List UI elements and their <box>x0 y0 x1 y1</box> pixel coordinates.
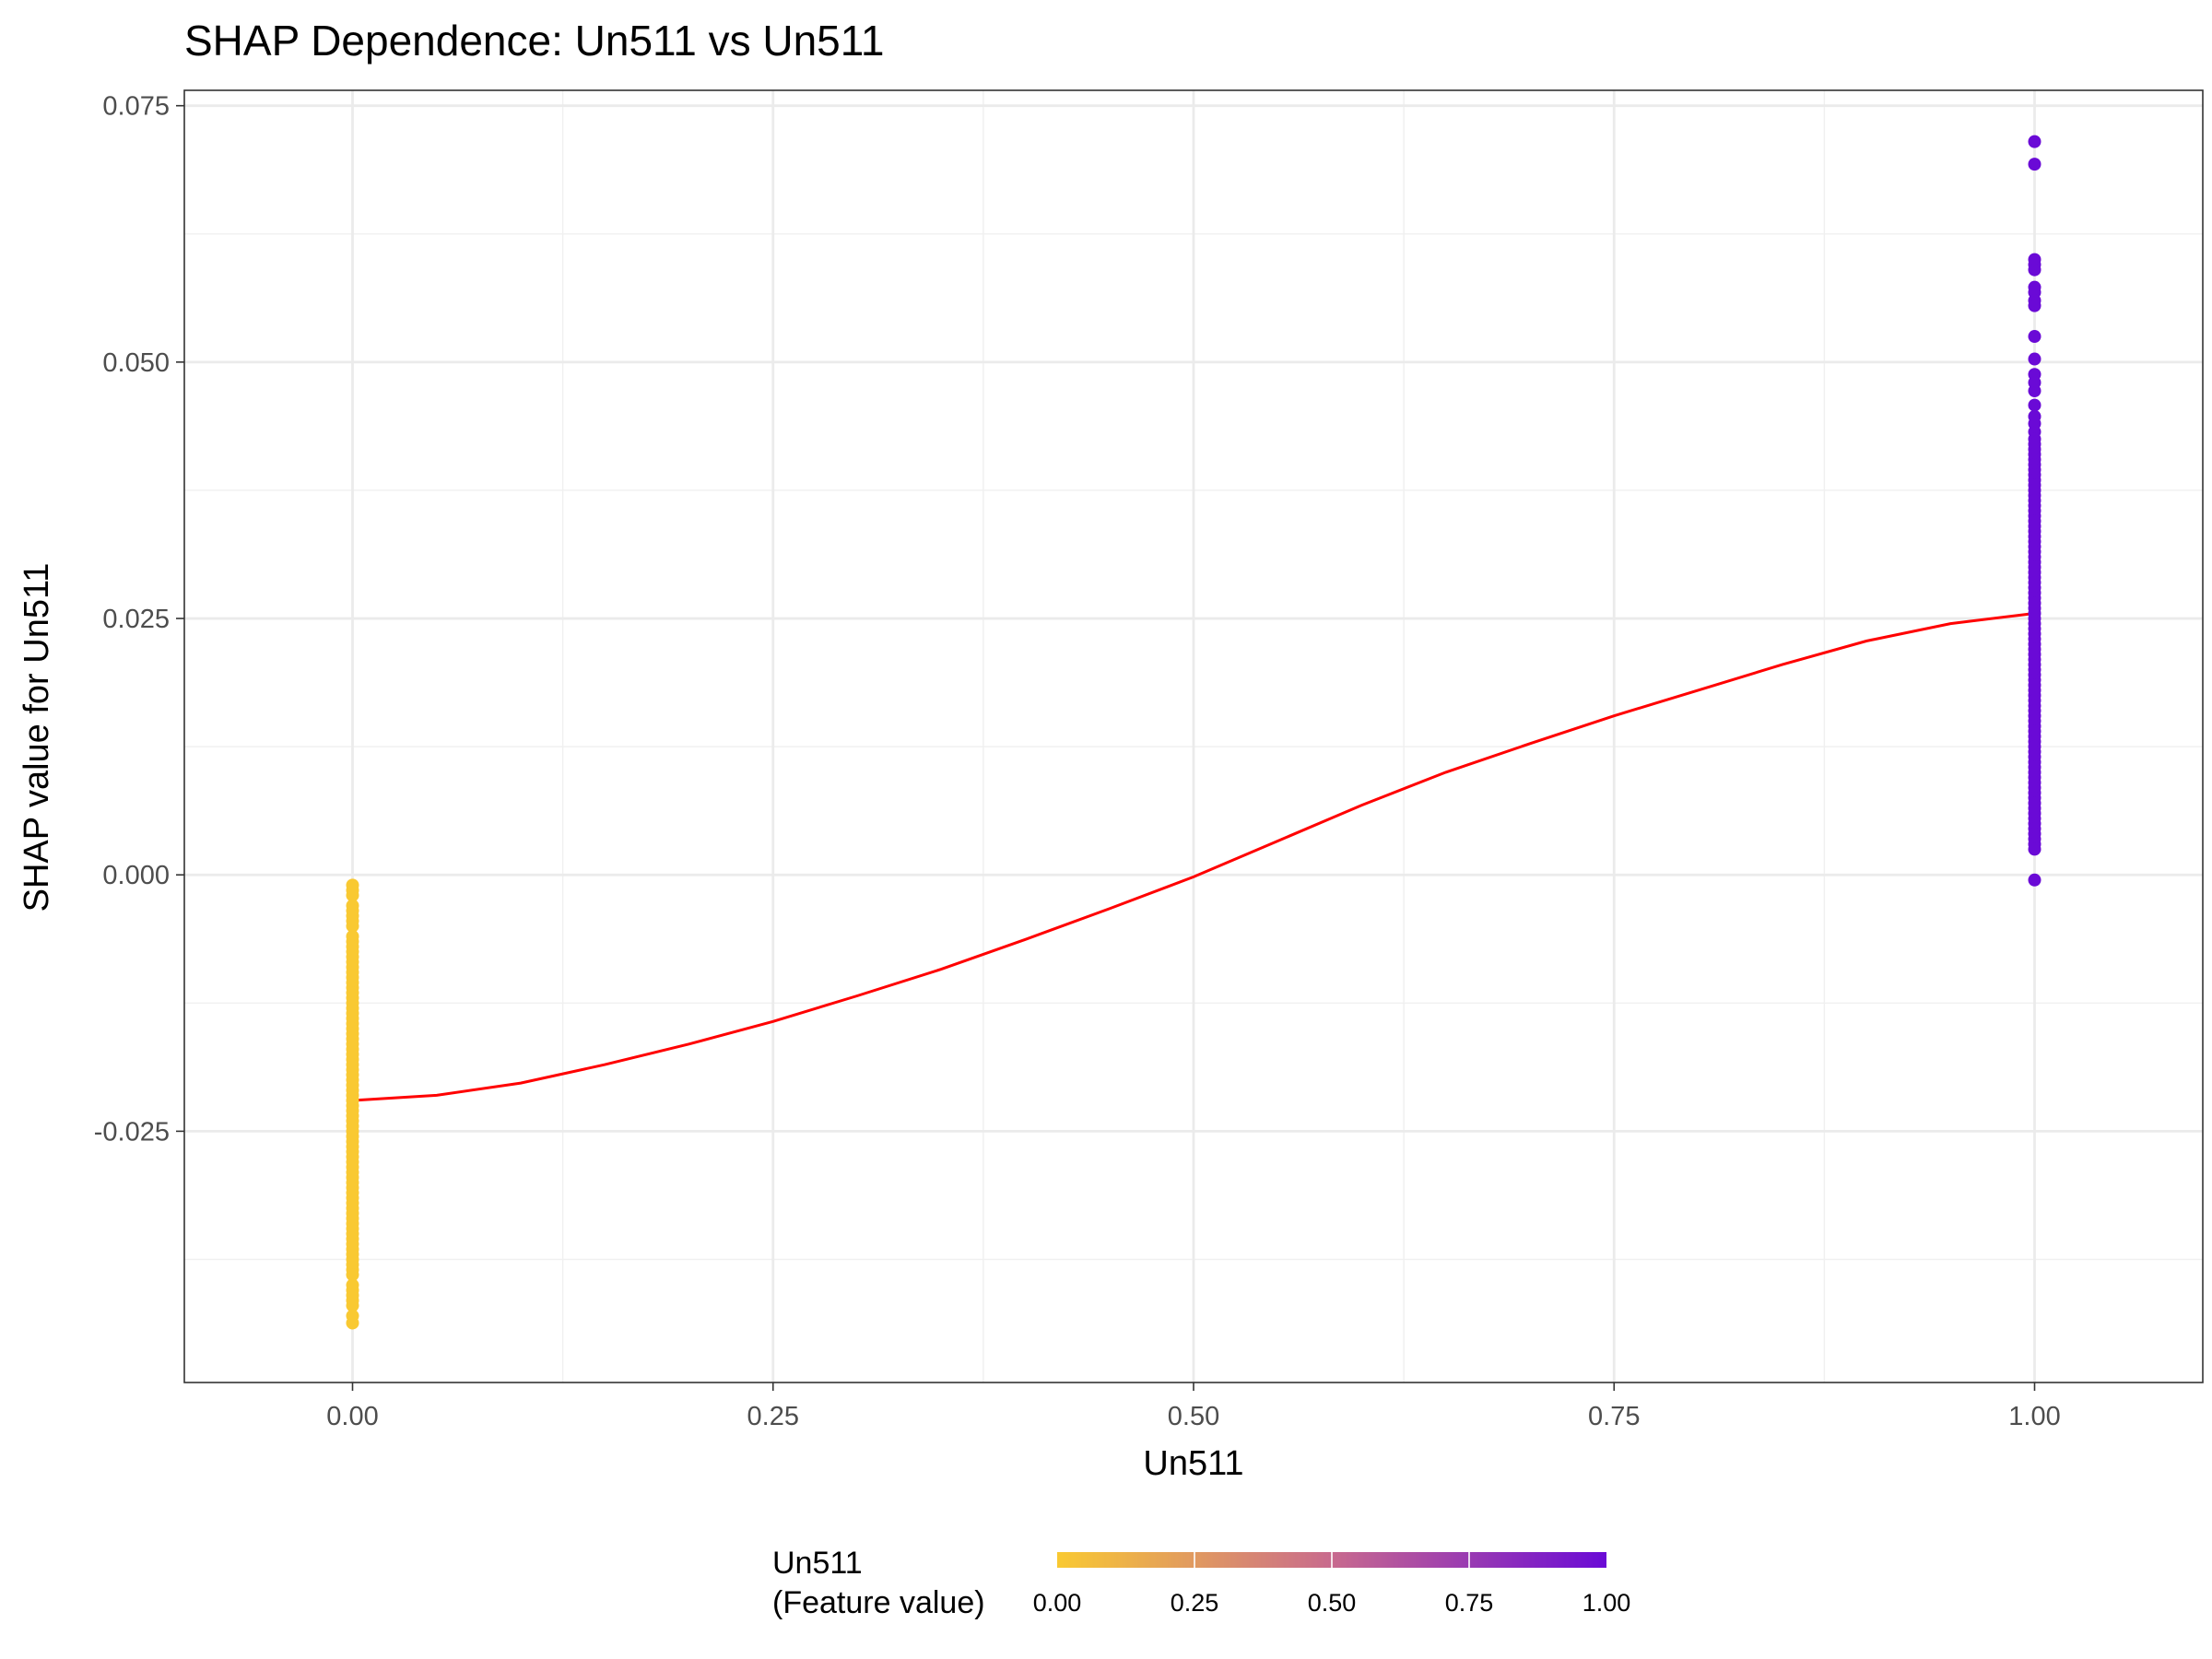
y-tick-label: -0.025 <box>94 1117 170 1147</box>
legend-tick-label: 1.00 <box>1583 1589 1631 1617</box>
data-point <box>2028 299 2041 312</box>
y-tick-label: 0.075 <box>102 92 170 122</box>
y-tick-label: 0.025 <box>102 605 170 634</box>
x-tick-label: 1.00 <box>2008 1402 2060 1431</box>
data-point <box>2028 330 2041 344</box>
data-point <box>346 1299 359 1312</box>
legend-tick-label: 0.75 <box>1445 1589 1494 1617</box>
data-point <box>346 1316 359 1330</box>
data-point <box>2028 873 2041 887</box>
data-point <box>2028 263 2041 276</box>
grid-lines <box>184 90 2203 1382</box>
scatter-points <box>346 135 2041 1330</box>
y-tick-label: 0.050 <box>102 348 170 378</box>
x-tick-label: 0.75 <box>1588 1402 1640 1431</box>
color-legend: Un511 (Feature value) 0.00 0.25 0.50 0.75 1.… <box>772 1546 1630 1620</box>
x-axis: 0.00 0.25 0.50 0.75 1.00 <box>326 1382 2061 1431</box>
smoothed-trend-line <box>352 612 2035 1102</box>
legend-tick-label: 0.00 <box>1033 1589 1082 1617</box>
data-point <box>2028 384 2041 398</box>
data-point <box>2028 352 2041 366</box>
data-point <box>346 888 359 902</box>
y-axis-title: SHAP value for Un511 <box>18 563 56 912</box>
data-point <box>346 1268 359 1282</box>
data-point <box>2028 158 2041 171</box>
x-axis-title: Un511 <box>1143 1444 1243 1483</box>
data-point <box>346 919 359 933</box>
legend-tick-label: 0.50 <box>1308 1589 1357 1617</box>
data-point <box>2028 135 2041 148</box>
plot-panel <box>183 89 2204 1383</box>
data-point <box>2028 842 2041 856</box>
x-tick-label: 0.00 <box>326 1402 378 1431</box>
x-tick-label: 0.50 <box>1168 1402 1219 1431</box>
data-point <box>2028 398 2041 412</box>
chart-title: SHAP Dependence: Un511 vs Un511 <box>184 17 885 65</box>
legend-tick-label: 0.25 <box>1171 1589 1219 1617</box>
y-tick-label: 0.000 <box>102 861 170 890</box>
y-axis: -0.025 0.000 0.025 0.050 0.075 <box>94 92 184 1147</box>
legend-title-line1: Un511 <box>772 1546 863 1581</box>
x-tick-label: 0.25 <box>747 1402 799 1431</box>
legend-title-line2: (Feature value) <box>772 1585 985 1620</box>
legend-ticks: 0.00 0.25 0.50 0.75 1.00 <box>1033 1552 1631 1617</box>
